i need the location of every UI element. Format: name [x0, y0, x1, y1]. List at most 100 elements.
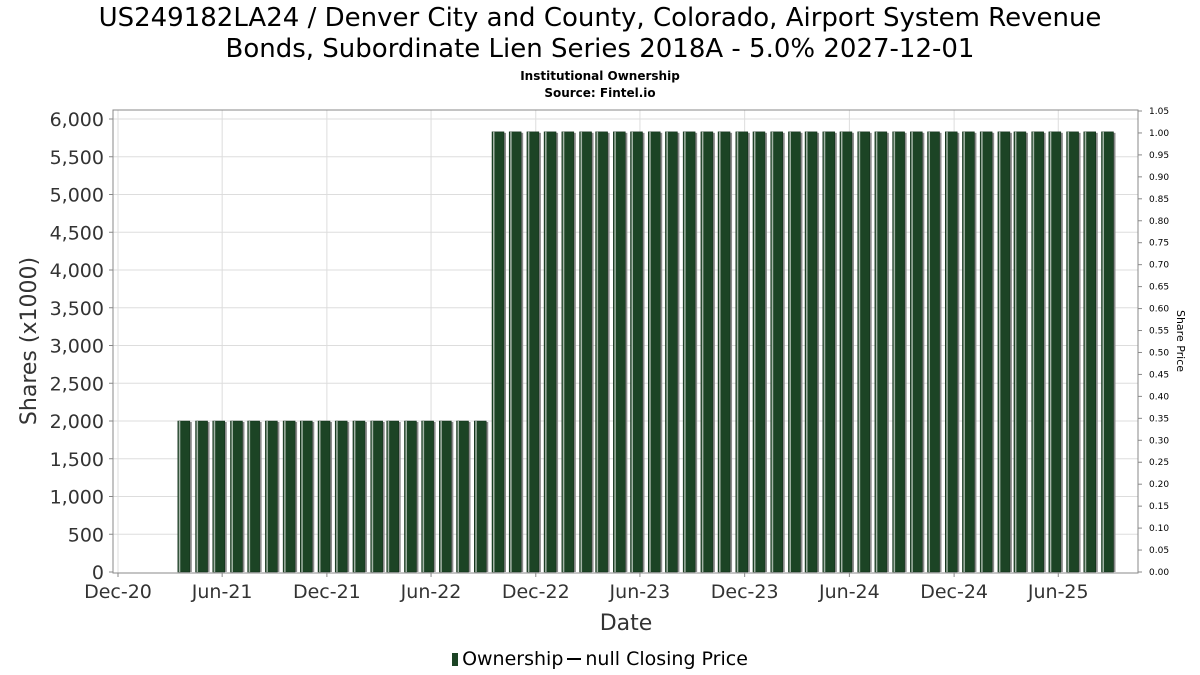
ownership-bar-highlight	[823, 131, 826, 572]
y2-tick-label: 0.60	[1149, 305, 1169, 315]
ownership-bar	[247, 420, 260, 573]
y2-tick-label: 0.85	[1149, 195, 1169, 205]
ownership-bar	[788, 131, 801, 573]
ownership-bar	[700, 131, 714, 573]
price-legend-swatch	[567, 658, 582, 660]
plot-frame	[112, 109, 1139, 574]
ownership-legend-swatch	[452, 653, 459, 666]
ownership-bar	[1101, 131, 1114, 573]
ownership-bar	[997, 131, 1011, 573]
ownership-bar	[526, 131, 540, 573]
ownership-bar-highlight	[631, 131, 633, 572]
ownership-bar	[474, 420, 487, 573]
chart-source: Source: Fintel.io	[544, 86, 656, 100]
x-tick-label: Dec-22	[502, 581, 570, 603]
ownership-bar-highlight	[545, 131, 547, 572]
ownership-bar	[421, 420, 434, 573]
ownership-bar-highlight	[562, 131, 565, 572]
ownership-bar	[561, 131, 575, 573]
ownership-bar	[979, 131, 993, 573]
x-tick-label: Dec-21	[293, 581, 361, 603]
ownership-bar-highlight	[387, 421, 390, 572]
y2-tick-label: 0.75	[1149, 239, 1169, 249]
ownership-bar	[665, 131, 678, 573]
ownership-bar-highlight	[753, 131, 756, 572]
ownership-bar	[630, 131, 643, 573]
ownership-bar	[317, 420, 331, 573]
y-tick-label: 4,000	[50, 260, 104, 282]
ownership-bar	[282, 420, 296, 573]
ownership-bar	[874, 131, 888, 573]
ownership-bar	[822, 131, 836, 573]
ownership-bar	[334, 420, 348, 573]
ownership-bar	[1013, 131, 1027, 573]
y2-tick-label: 0.10	[1149, 524, 1169, 534]
ownership-bar	[456, 420, 469, 573]
ownership-bar-highlight	[858, 131, 861, 572]
ownership-bar-highlight	[875, 131, 878, 572]
ownership-bar-highlight	[893, 131, 896, 572]
ownership-bar-highlight	[1067, 131, 1070, 572]
ownership-bar-highlight	[1102, 131, 1104, 572]
ownership-bar-highlight	[789, 131, 791, 572]
ownership-bar	[857, 131, 870, 573]
ownership-bar	[230, 420, 243, 573]
ownership-bar-highlight	[422, 421, 425, 572]
y2-tick-label: 0.65	[1149, 283, 1169, 293]
ownership-bar	[682, 131, 696, 573]
y2-tick-label: 0.15	[1149, 502, 1169, 512]
ownership-bar	[212, 420, 225, 573]
ownership-bar-highlight	[963, 131, 965, 572]
ownership-bar-highlight	[666, 131, 668, 572]
ownership-bar-highlight	[1032, 131, 1035, 572]
y2-tick-label: 0.95	[1149, 151, 1169, 161]
ownership-bar-highlight	[719, 131, 721, 572]
y2-tick-label: 0.80	[1149, 217, 1169, 227]
ownership-bar-highlight	[1014, 131, 1017, 572]
ownership-legend-label: Ownership	[462, 648, 564, 670]
ownership-bar-highlight	[319, 421, 321, 572]
chart-title-line2: Bonds, Subordinate Lien Series 2018A - 5…	[225, 34, 975, 64]
y-axis-label: Shares (x1000)	[17, 257, 42, 425]
ownership-bar	[195, 420, 208, 573]
ownership-bar-highlight	[371, 421, 374, 572]
y-tick-label: 0	[92, 562, 104, 584]
y2-tick-label: 1.05	[1149, 107, 1169, 117]
ownership-bar	[579, 131, 592, 573]
chart-title-line1: US249182LA24 / Denver City and County, C…	[98, 3, 1102, 33]
y-tick-label: 6,000	[50, 109, 104, 131]
ownership-bar-highlight	[284, 421, 286, 572]
y2-axis-label: Share Price	[1174, 310, 1187, 372]
ownership-bar-highlight	[405, 421, 407, 572]
ownership-bar	[839, 131, 853, 573]
y-tick-label: 500	[68, 524, 104, 546]
ownership-bar-highlight	[213, 421, 216, 572]
chart-legend: Ownership null Closing Price	[0, 648, 1200, 670]
ownership-bar-highlight	[457, 421, 460, 572]
ownership-bar	[962, 131, 975, 573]
y-tick-label: 2,500	[50, 373, 104, 395]
ownership-bar-highlight	[736, 131, 739, 572]
ownership-bar	[439, 420, 452, 573]
ownership-bar	[265, 420, 278, 573]
ownership-bar	[927, 131, 940, 573]
ownership-bar-highlight	[1049, 131, 1052, 572]
ownership-bar-highlight	[701, 131, 704, 572]
y2-tick-label: 0.90	[1149, 173, 1169, 183]
y2-tick-label: 0.45	[1149, 370, 1169, 380]
ownership-bar	[491, 131, 505, 573]
ownership-bar	[910, 131, 923, 573]
ownership-bar	[595, 131, 608, 573]
x-tick-label: Dec-24	[920, 581, 988, 603]
ownership-bar-highlight	[301, 421, 303, 572]
ownership-bar-highlight	[981, 131, 983, 572]
ownership-bar	[1048, 131, 1062, 573]
ownership-bar-highlight	[493, 131, 495, 572]
y2-tick-label: 0.55	[1149, 327, 1169, 337]
ownership-bar	[352, 420, 366, 573]
y2-tick-label: 0.20	[1149, 480, 1169, 490]
x-axis-label: Date	[600, 611, 653, 636]
y2-tick-label: 0.25	[1149, 458, 1169, 468]
x-tick-label: Jun-22	[400, 581, 462, 603]
ownership-bar-highlight	[649, 131, 651, 572]
